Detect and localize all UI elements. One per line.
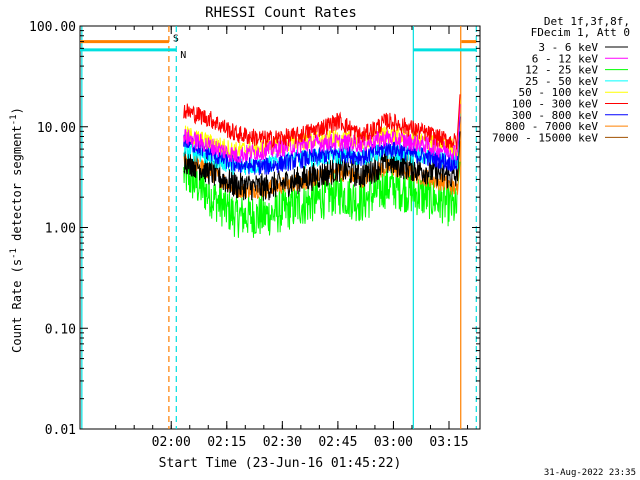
- chart-title: RHESSI Count Rates: [205, 5, 357, 21]
- y-axis-label-sup: -1: [9, 248, 19, 259]
- x-tick-label: 02:00: [152, 435, 191, 450]
- x-tick-label: 03:15: [429, 435, 468, 450]
- y-tick-label: 100.00: [29, 20, 76, 35]
- legend-header: Det 1f,3f,8f,: [544, 15, 630, 28]
- y-axis-label-sup2: -1: [9, 114, 19, 125]
- y-axis-label: Count Rate (s-1 detector segment-1): [9, 107, 24, 353]
- legend-entry-label: 300 - 800 keV: [512, 109, 598, 122]
- legend-entry-label: 12 - 25 keV: [525, 64, 598, 77]
- series-line: [183, 153, 461, 238]
- legend-entry-label: 6 - 12 keV: [532, 52, 599, 65]
- flag-label: N: [180, 50, 186, 61]
- legend-entry-label: 25 - 50 keV: [525, 75, 598, 88]
- legend-entry-label: 800 - 7000 keV: [505, 120, 598, 133]
- y-axis-label-rest: detector segment: [10, 125, 24, 248]
- series-line: [183, 94, 461, 150]
- x-axis: 02:00 02:15 02:30 02:45 03:00 03:15: [115, 26, 469, 450]
- attenuator-flags: SN: [80, 34, 477, 61]
- series-line: [183, 104, 461, 164]
- y-tick-label: 0.01: [45, 423, 76, 438]
- y-tick-label: 10.00: [37, 121, 76, 136]
- y-axis-label-end: ): [10, 107, 24, 114]
- y-tick-label: 0.10: [45, 322, 76, 337]
- legend-entry-label: 3 - 6 keV: [538, 41, 598, 54]
- x-tick-label: 02:30: [263, 435, 302, 450]
- data-series: [183, 94, 461, 238]
- series-line: [183, 131, 461, 201]
- legend-header: FDecim 1, Att 0: [531, 26, 630, 39]
- x-tick-label: 03:00: [374, 435, 413, 450]
- legend-entry-label: 100 - 300 keV: [512, 98, 598, 111]
- timestamp: 31-Aug-2022 23:35: [544, 468, 636, 478]
- x-tick-label: 02:45: [318, 435, 357, 450]
- y-axis: 100.00 10.00 1.00 0.10 0.01: [29, 20, 480, 438]
- x-axis-label: Start Time (23-Jun-16 01:45:22): [159, 456, 402, 471]
- flag-label: S: [173, 34, 179, 45]
- x-tick-label: 02:15: [207, 435, 246, 450]
- y-tick-label: 1.00: [45, 222, 76, 237]
- legend-entry-label: 7000 - 15000 keV: [492, 131, 598, 144]
- legend-entry-label: 50 - 100 keV: [519, 86, 599, 99]
- y-axis-label-main: Count Rate (s: [10, 259, 24, 353]
- vertical-marker-lines: [81, 26, 477, 429]
